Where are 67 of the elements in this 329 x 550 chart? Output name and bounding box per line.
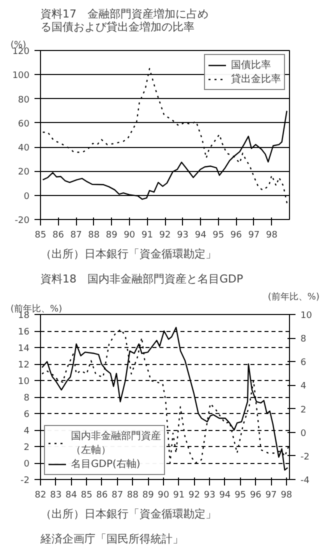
x-tick-label: 98 [266,230,278,240]
legend-label: 名目GDP(右軸) [71,458,140,471]
x-tick-label: 89 [142,490,154,500]
text: 経済企画庁「国民所得統計」 [40,532,184,546]
x-tick-label: 95 [212,230,224,240]
y-tick-label: 100 [12,71,30,82]
x-tick-label: 90 [158,490,170,500]
legend-label: 国債比率 [231,58,271,72]
x-tick-label: 98 [280,490,292,500]
y-tick-label: -20 [14,216,30,226]
y-tick-label: 40 [18,144,30,154]
x-tick-label: 87 [112,490,124,500]
y-tick-label: 16 [18,328,30,338]
y-tick-label: 6 [24,410,30,420]
y-tick-label: 4 [24,426,30,436]
y-tick-label: 0 [24,192,30,202]
x-tick-label: 96 [250,490,262,500]
text: （出所）日本銀行「資金循環勘定」 [40,508,216,520]
x-tick-label: 85 [80,490,92,500]
y-tick-label: 0 [24,460,30,470]
x-tick-label: 90 [124,230,136,240]
chart-title: 資料18 国内非金融部門資産と名目GDP [40,272,244,286]
x-tick-label: 93 [204,490,216,500]
x-tick-label: 95 [234,490,246,500]
y-tick-label: 14 [18,344,30,354]
x-tick-label: 91 [173,490,185,500]
x-tick-label: 97 [248,230,260,240]
y2-tick-label: -4 [300,476,310,486]
y2-tick-label: 0 [300,428,306,439]
x-tick-label: 94 [219,490,231,500]
y-tick-label: 80 [18,95,30,106]
y2-tick-label: 10 [300,311,312,321]
text: （出所）日本銀行「資金循環勘定」 [40,248,216,260]
y-tick-label: 2 [24,443,30,453]
y-tick-label: 8 [24,394,30,404]
x-tick-label: 83 [50,490,62,500]
x-tick-label: 92 [159,230,171,240]
legend-label: 国内非金融部門資産（左軸） [71,430,161,457]
x-tick-label: 94 [194,230,207,240]
y2-tick-label: 8 [300,334,306,345]
legend-label: 貸出金比率 [231,72,281,86]
x-tick-label: 88 [88,230,100,240]
x-tick-label: 96 [230,230,242,240]
y2-tick-label: -2 [300,452,310,462]
y-tick-label: 120 [12,47,30,57]
y-tick-label: 60 [18,119,30,130]
x-tick-label: 82 [34,490,46,500]
x-tick-label: 88 [126,490,139,500]
x-tick-label: 86 [52,230,64,240]
y2-tick-label: 6 [300,358,306,368]
y2-tick-label: 2 [300,405,306,416]
y-tick-label: -2 [20,476,30,486]
x-tick-label: 92 [188,490,200,500]
x-tick-label: 93 [177,230,189,240]
y-tick-label: 12 [18,360,30,370]
x-tick-label: 85 [34,230,46,240]
chart-title: 資料17 金融部門資産増加に占める国債および貸出金増加の比率 [40,8,208,34]
x-tick-label: 89 [106,230,118,240]
x-tick-label: 91 [141,230,153,240]
x-tick-label: 87 [70,230,82,240]
x-tick-label: 97 [265,490,277,500]
y2-tick-label: 4 [300,382,306,392]
y2-axis-title: (前年比、%) [268,292,320,302]
x-tick-label: 84 [66,490,78,500]
y-tick-label: 10 [18,377,30,387]
x-tick-label: 86 [96,490,108,500]
y-tick-label: 20 [18,168,30,178]
